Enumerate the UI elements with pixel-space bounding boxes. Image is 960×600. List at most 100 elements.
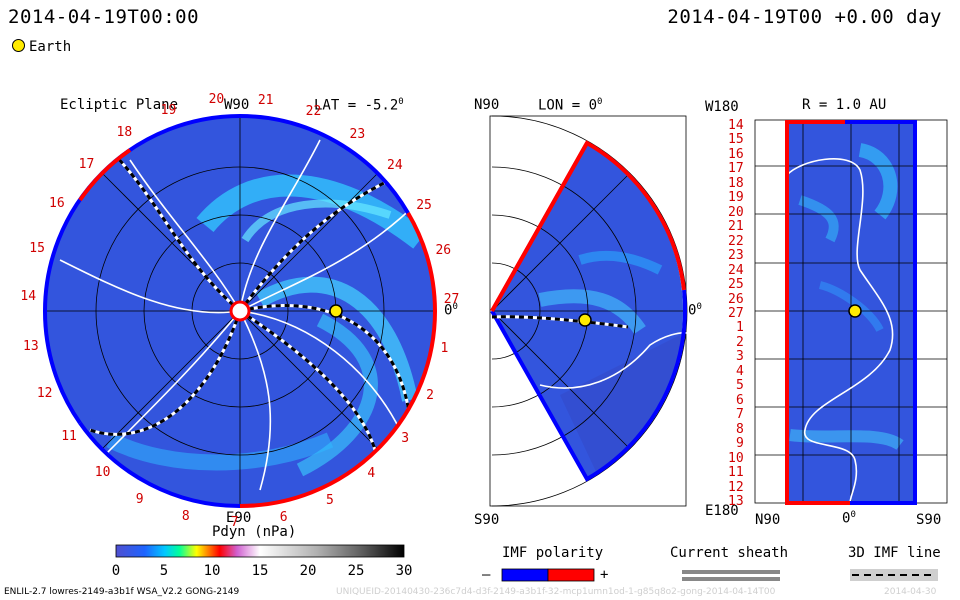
radial-number-3: 3 [736,349,744,365]
meridional-panel [489,115,688,507]
radial-axis-mid: 00 [842,510,856,527]
current-sheath-line-1 [682,570,780,574]
radial-number-8: 8 [736,421,744,437]
ecliptic-number-3: 3 [401,430,410,446]
earth-marker-ecliptic [329,304,343,318]
colorbar-tick-30: 30 [395,563,413,579]
radial-number-26: 26 [728,291,744,307]
model-footer: ENLIL-2.7 lowres-2149-a3b1f WSA_V2.2 GON… [4,587,240,597]
ecliptic-number-10: 10 [94,464,111,480]
radial-number-5: 5 [736,378,744,394]
radial-number-17: 17 [728,161,744,177]
ecliptic-number-26: 26 [435,243,452,259]
date-footer: 2014-04-30 [884,587,937,597]
colorbar-tick-15: 15 [251,563,269,579]
ecliptic-number-22: 22 [305,104,322,120]
radial-axis-left: N90 [755,512,781,528]
radial-number-24: 24 [728,262,744,278]
ecliptic-number-6: 6 [279,509,288,525]
radial-number-12: 12 [728,479,744,495]
radial-number-11: 11 [728,465,744,481]
radial-number-13: 13 [728,494,744,509]
ecliptic-lat: LAT = -5.20 [314,97,404,114]
density-stream-4 [106,432,334,471]
ecliptic-number-17: 17 [78,156,95,172]
radial-number-16: 16 [728,146,744,162]
colorbar [115,544,405,558]
radial-number-4: 4 [736,363,744,379]
meridional-imf-line [539,332,688,389]
radial-panel [754,119,948,505]
ecliptic-panel [42,114,437,509]
radial-number-23: 23 [728,248,744,264]
ecliptic-title: Ecliptic Plane [60,97,179,113]
imf-polarity-label: IMF polarity [502,545,604,561]
earth-legend-label: Earth [29,39,72,55]
radial-number-1: 1 [736,320,744,336]
ecliptic-number-25: 25 [416,198,432,214]
ecliptic-number-1: 1 [440,341,449,357]
ecliptic-number-14: 14 [20,289,37,305]
radial-number-21: 21 [728,219,744,235]
radial-number-2: 2 [736,334,744,350]
polarity-negative-swatch [501,568,549,582]
meridional-lon: LON = 00 [538,97,603,114]
watermark-footer: UNIQUEID-20140430-236c7d4-d3f-2149-a3b1f… [336,587,776,597]
ecliptic-number-16: 16 [49,195,65,211]
radial-number-19: 19 [728,190,744,206]
ecliptic-number-11: 11 [61,428,77,444]
ecliptic-top-label: W90 [224,97,250,113]
colorbar-tick-20: 20 [299,563,317,579]
ecliptic-number-13: 13 [23,338,39,354]
radial-number-15: 15 [728,132,744,148]
ecliptic-number-9: 9 [135,491,144,507]
ecliptic-number-21: 21 [257,92,274,108]
meridional-zero-label: 00 [688,302,702,319]
radial-top-label: W180 [705,99,739,115]
density-stream-5 [241,199,392,243]
radial-number-18: 18 [728,175,744,191]
radial-title: R = 1.0 AU [802,97,887,113]
left-timestamp: 2014-04-19T00:00 [8,6,200,28]
polarity-positive-swatch [547,568,595,582]
ecliptic-number-23: 23 [349,126,366,142]
colorbar-tick-10: 10 [203,563,221,579]
colorbar-label: Pdyn (nPa) [212,524,297,540]
radial-number-6: 6 [736,392,744,408]
ecliptic-number-24: 24 [387,158,403,174]
imf-line-label: 3D IMF line [848,545,941,561]
ecliptic-bottom-label: E90 [226,510,252,526]
radial-number-20: 20 [728,204,744,220]
density-stream-3 [296,313,378,477]
ecliptic-zero-label: 00 [444,302,458,319]
meridional-top-label: N90 [474,97,500,113]
earth-legend: Earth [12,39,71,55]
imf-spirals [59,139,421,491]
current-sheath-line-2 [682,577,780,581]
ecliptic-number-18: 18 [116,125,133,141]
earth-legend-marker [12,39,25,52]
ecliptic-number-19: 19 [160,103,177,119]
radial-number-22: 22 [728,233,744,249]
ecliptic-number-8: 8 [181,508,190,524]
earth-marker-meridional [578,313,592,327]
sun-marker [229,300,251,322]
radial-neutral-line [786,158,894,504]
ecliptic-number-7: 7 [230,514,239,530]
radial-number-14: 14 [728,118,744,133]
polarity-plus-label: + [600,567,609,583]
radial-bottom-label: E180 [705,503,739,519]
radial-number-27: 27 [728,306,744,321]
radial-number-7: 7 [736,407,744,423]
current-sheath-label: Current sheath [670,545,789,561]
colorbar-tick-5: 5 [159,563,169,579]
ecliptic-number-27: 27 [443,291,460,307]
meridional-bottom-label: S90 [474,512,500,528]
ecliptic-number-4: 4 [367,466,376,482]
colorbar-tick-25: 25 [347,563,365,579]
ecliptic-number-2: 2 [426,388,434,404]
radial-number-25: 25 [728,277,744,293]
ecliptic-number-5: 5 [326,493,334,508]
radial-number-9: 9 [736,436,744,452]
